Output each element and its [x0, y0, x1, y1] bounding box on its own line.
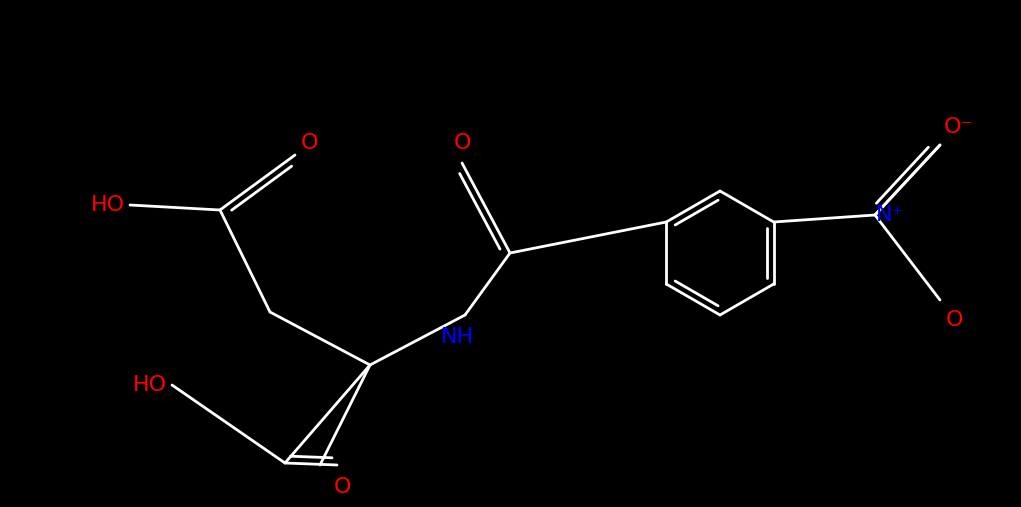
Text: NH: NH [440, 327, 474, 347]
Text: O: O [453, 133, 471, 153]
Text: N⁺: N⁺ [876, 205, 905, 225]
Text: O⁻: O⁻ [943, 117, 973, 137]
Text: HO: HO [91, 195, 125, 215]
Text: O: O [333, 477, 351, 497]
Text: O: O [945, 310, 963, 330]
Text: HO: HO [133, 375, 167, 395]
Text: O: O [300, 133, 318, 153]
